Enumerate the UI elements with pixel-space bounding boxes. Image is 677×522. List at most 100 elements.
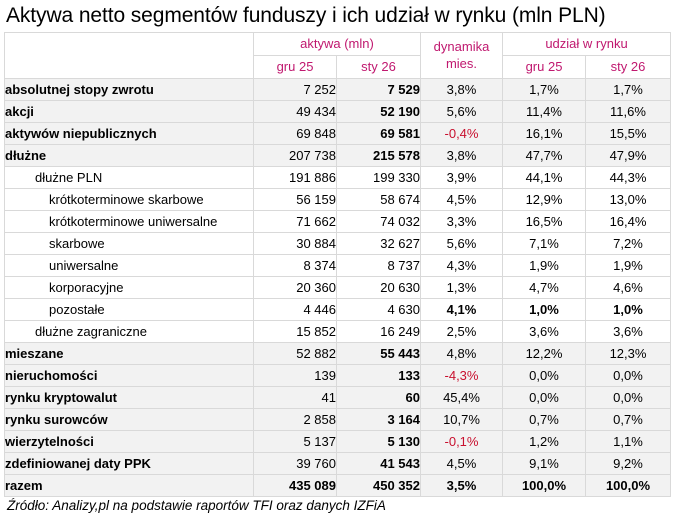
table-row: pozostałe 4 446 4 630 4,1% 1,0% 1,0% bbox=[4, 298, 671, 321]
assets-curr: 8 737 bbox=[336, 254, 421, 277]
share-curr: 4,6% bbox=[585, 276, 671, 299]
total-share-curr: 100,0% bbox=[585, 474, 671, 497]
segment-label: akcji bbox=[4, 100, 254, 123]
monthly-dynamics: 45,4% bbox=[420, 386, 503, 409]
table-body: absolutnej stopy zwrotu 7 252 7 529 3,8% 1,7… bbox=[4, 78, 671, 497]
header-row-periods: gru 25 sty 26 gru 25 sty 26 bbox=[5, 55, 671, 79]
total-assets-prev: 435 089 bbox=[253, 474, 337, 497]
share-curr: 1,0% bbox=[585, 298, 671, 321]
share-curr: 11,6% bbox=[585, 100, 671, 123]
share-curr: 12,3% bbox=[585, 342, 671, 365]
share-prev: 44,1% bbox=[502, 166, 586, 189]
header-assets-group: aktywa (mln) bbox=[253, 32, 421, 56]
monthly-dynamics: 4,8% bbox=[420, 342, 503, 365]
assets-prev: 15 852 bbox=[253, 320, 337, 343]
assets-curr: 215 578 bbox=[336, 144, 421, 167]
table-row: dłużne PLN 191 886 199 330 3,9% 44,1% 44,3% bbox=[4, 166, 671, 189]
assets-prev: 207 738 bbox=[253, 144, 337, 167]
share-prev: 1,9% bbox=[502, 254, 586, 277]
assets-prev: 5 137 bbox=[253, 430, 337, 453]
segment-label: krótkoterminowe skarbowe bbox=[4, 188, 254, 211]
share-prev: 1,7% bbox=[502, 78, 586, 101]
assets-prev: 30 884 bbox=[253, 232, 337, 255]
assets-prev: 139 bbox=[253, 364, 337, 387]
share-prev: 7,1% bbox=[502, 232, 586, 255]
assets-curr: 69 581 bbox=[336, 122, 421, 145]
share-curr: 47,9% bbox=[585, 144, 671, 167]
monthly-dynamics: 2,5% bbox=[420, 320, 503, 343]
assets-prev: 2 858 bbox=[253, 408, 337, 431]
segment-label: krótkoterminowe uniwersalne bbox=[4, 210, 254, 233]
share-prev: 0,7% bbox=[502, 408, 586, 431]
assets-curr: 52 190 bbox=[336, 100, 421, 123]
segment-label: korporacyjne bbox=[4, 276, 254, 299]
share-prev: 16,5% bbox=[502, 210, 586, 233]
fund-segments-table: aktywa (mln) dynamika mies. udział w ryn… bbox=[4, 32, 671, 497]
monthly-dynamics: 3,9% bbox=[420, 166, 503, 189]
segment-label: dłużne PLN bbox=[4, 166, 254, 189]
assets-prev: 39 760 bbox=[253, 452, 337, 475]
share-curr: 16,4% bbox=[585, 210, 671, 233]
share-prev: 1,0% bbox=[502, 298, 586, 321]
table-row: wierzytelności 5 137 5 130 -0,1% 1,2% 1,1% bbox=[4, 430, 671, 453]
share-curr: 0,0% bbox=[585, 386, 671, 409]
table-row: korporacyjne 20 360 20 630 1,3% 4,7% 4,6% bbox=[4, 276, 671, 299]
table-row: rynku surowców 2 858 3 164 10,7% 0,7% 0,7% bbox=[4, 408, 671, 431]
table-row: dłużne 207 738 215 578 3,8% 47,7% 47,9% bbox=[4, 144, 671, 167]
table-row: krótkoterminowe uniwersalne 71 662 74 032 3… bbox=[4, 210, 671, 233]
monthly-dynamics: 4,3% bbox=[420, 254, 503, 277]
share-curr: 0,0% bbox=[585, 364, 671, 387]
segment-label: rynku surowców bbox=[4, 408, 254, 431]
assets-curr: 58 674 bbox=[336, 188, 421, 211]
assets-curr: 4 630 bbox=[336, 298, 421, 321]
share-prev: 12,9% bbox=[502, 188, 586, 211]
table-row: zdefiniowanej daty PPK 39 760 41 543 4,5% 9,… bbox=[4, 452, 671, 475]
header-assets-prev: gru 25 bbox=[253, 55, 337, 79]
share-curr: 13,0% bbox=[585, 188, 671, 211]
share-curr: 0,7% bbox=[585, 408, 671, 431]
assets-prev: 8 374 bbox=[253, 254, 337, 277]
share-prev: 11,4% bbox=[502, 100, 586, 123]
total-share-prev: 100,0% bbox=[502, 474, 586, 497]
assets-prev: 20 360 bbox=[253, 276, 337, 299]
source-note: Źródło: Analizy,pl na podstawie raportów… bbox=[7, 498, 386, 513]
assets-prev: 41 bbox=[253, 386, 337, 409]
table-title: Aktywa netto segmentów funduszy i ich ud… bbox=[6, 4, 606, 27]
assets-curr: 60 bbox=[336, 386, 421, 409]
share-curr: 3,6% bbox=[585, 320, 671, 343]
share-curr: 1,1% bbox=[585, 430, 671, 453]
segment-label: skarbowe bbox=[4, 232, 254, 255]
table-row: nieruchomości 139 133 -4,3% 0,0% 0,0% bbox=[4, 364, 671, 387]
share-prev: 0,0% bbox=[502, 364, 586, 387]
table-row: absolutnej stopy zwrotu 7 252 7 529 3,8% 1,7… bbox=[4, 78, 671, 101]
segment-label: mieszane bbox=[4, 342, 254, 365]
assets-prev: 4 446 bbox=[253, 298, 337, 321]
monthly-dynamics: -0,1% bbox=[420, 430, 503, 453]
assets-prev: 52 882 bbox=[253, 342, 337, 365]
table-row: aktywów niepublicznych 69 848 69 581 -0,4% 1… bbox=[4, 122, 671, 145]
assets-curr: 5 130 bbox=[336, 430, 421, 453]
monthly-dynamics: 3,3% bbox=[420, 210, 503, 233]
share-curr: 15,5% bbox=[585, 122, 671, 145]
header-dynamics: dynamika mies. bbox=[420, 32, 503, 79]
assets-curr: 3 164 bbox=[336, 408, 421, 431]
share-prev: 1,2% bbox=[502, 430, 586, 453]
assets-curr: 199 330 bbox=[336, 166, 421, 189]
monthly-dynamics: 3,8% bbox=[420, 78, 503, 101]
segment-label: dłużne zagraniczne bbox=[4, 320, 254, 343]
assets-prev: 69 848 bbox=[253, 122, 337, 145]
monthly-dynamics: 3,8% bbox=[420, 144, 503, 167]
total-assets-curr: 450 352 bbox=[336, 474, 421, 497]
assets-curr: 55 443 bbox=[336, 342, 421, 365]
header-assets-curr: sty 26 bbox=[336, 55, 421, 79]
assets-curr: 20 630 bbox=[336, 276, 421, 299]
segment-label: uniwersalne bbox=[4, 254, 254, 277]
share-prev: 47,7% bbox=[502, 144, 586, 167]
total-dynamics: 3,5% bbox=[420, 474, 503, 497]
share-prev: 3,6% bbox=[502, 320, 586, 343]
assets-prev: 71 662 bbox=[253, 210, 337, 233]
header-row-groups: aktywa (mln) dynamika mies. udział w ryn… bbox=[4, 32, 671, 79]
monthly-dynamics: 5,6% bbox=[420, 100, 503, 123]
table-row: rynku kryptowalut 41 60 45,4% 0,0% 0,0% bbox=[4, 386, 671, 409]
segment-label: rynku kryptowalut bbox=[4, 386, 254, 409]
